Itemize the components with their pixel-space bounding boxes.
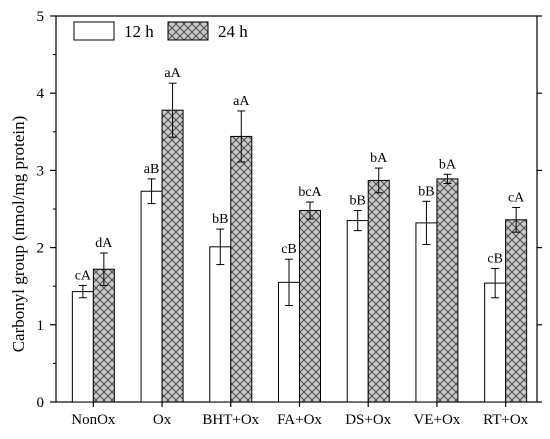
x-tick-label: RT+Ox xyxy=(483,412,529,428)
bar-12h xyxy=(484,282,507,403)
significance-label: bB xyxy=(350,194,366,209)
significance-label: bB xyxy=(418,184,434,199)
bar-24h xyxy=(505,219,528,403)
y-tick-label: 5 xyxy=(37,9,45,25)
bar-12h xyxy=(346,220,369,403)
x-tick-label: BHT+Ox xyxy=(202,412,259,428)
bar-24h xyxy=(367,179,390,403)
legend-label-24h: 24 h xyxy=(218,22,248,41)
bar-24h xyxy=(436,178,459,403)
y-tick-label: 3 xyxy=(37,163,45,179)
legend-label-12h: 12 h xyxy=(124,22,154,41)
significance-label: bA xyxy=(370,151,388,166)
x-tick-label: DS+Ox xyxy=(345,412,391,428)
bar-24h xyxy=(92,268,115,403)
significance-label: aB xyxy=(144,162,160,177)
x-tick-label: VE+Ox xyxy=(414,412,461,428)
significance-label: bB xyxy=(212,212,228,227)
significance-label: cB xyxy=(281,242,297,257)
y-tick-label: 2 xyxy=(37,241,45,257)
significance-label: bcA xyxy=(298,185,322,200)
x-tick-label: Ox xyxy=(153,412,172,428)
x-tick-label: NonOx xyxy=(71,412,116,428)
significance-label: cA xyxy=(508,190,525,205)
significance-label: cA xyxy=(75,268,92,283)
bar-12h xyxy=(209,246,232,403)
significance-label: aA xyxy=(233,94,250,109)
bar-12h xyxy=(71,291,94,403)
legend-swatch-24h xyxy=(167,21,209,41)
y-tick-label: 1 xyxy=(37,318,45,334)
significance-label: dA xyxy=(95,236,113,251)
x-tick-label: FA+Ox xyxy=(277,412,322,428)
significance-label: bA xyxy=(439,157,457,172)
y-tick-label: 4 xyxy=(37,86,45,102)
bar-24h xyxy=(230,135,253,403)
bar-12h xyxy=(140,190,163,403)
significance-label: cB xyxy=(487,251,503,266)
bar-12h xyxy=(415,222,438,403)
bar-24h xyxy=(161,109,184,403)
significance-label: aA xyxy=(164,66,181,81)
legend-swatch-12h xyxy=(73,21,115,41)
bar-24h xyxy=(299,210,321,403)
y-tick-label: 0 xyxy=(37,395,45,411)
y-axis-label: Carbonyl group (nmol/mg protein) xyxy=(9,116,28,353)
